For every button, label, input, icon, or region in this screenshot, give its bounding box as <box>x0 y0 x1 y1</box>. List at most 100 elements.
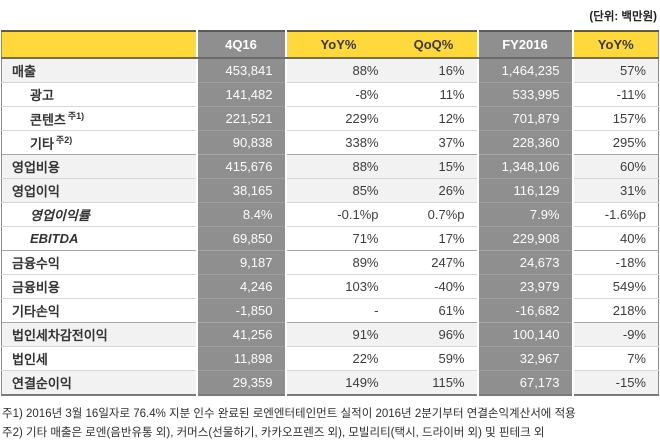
table-row: 매출 453,841 88% 16% 1,464,235 57% <box>1 58 659 83</box>
cell-fy-yoy: 31% <box>572 178 659 203</box>
cell-qoq: 96% <box>390 322 478 347</box>
cell-qoq: 0.7%p <box>390 202 478 227</box>
cell-fy2016: 533,995 <box>476 82 574 107</box>
table-row: 기타손익 -1,850 - 61% -16,682 218% <box>1 298 659 323</box>
cell-fy-yoy: -18% <box>572 250 659 275</box>
cell-4q16: 221,521 <box>195 106 287 131</box>
row-label: EBITDA <box>1 226 197 251</box>
table-row: 법인세차감전이익 41,256 91% 96% 100,140 -9% <box>1 322 659 347</box>
footnote-ref: 주2) <box>55 134 73 145</box>
cell-fy-yoy: 7% <box>572 346 659 371</box>
cell-fy2016: 1,464,235 <box>476 58 574 83</box>
cell-4q16: 11,898 <box>195 346 287 371</box>
cell-yoy: 71% <box>285 226 391 251</box>
cell-fy-yoy: 295% <box>572 130 659 155</box>
cell-yoy: 229% <box>285 106 391 131</box>
cell-fy-yoy: -15% <box>572 370 659 395</box>
financial-table: 4Q16 YoY% QoQ% FY2016 YoY% 매출 453,841 88… <box>1 30 659 396</box>
table-row: 기타 주2) 90,838 338% 37% 228,360 295% <box>1 130 659 155</box>
cell-fy2016: 23,979 <box>476 274 574 299</box>
cell-4q16: 9,187 <box>195 250 287 275</box>
cell-yoy: 88% <box>285 154 391 179</box>
cell-qoq: 11% <box>390 82 478 107</box>
cell-yoy: -0.1%p <box>285 202 391 227</box>
cell-fy-yoy: 549% <box>572 274 659 299</box>
cell-qoq: 26% <box>390 178 478 203</box>
cell-fy2016: 1,348,106 <box>476 154 574 179</box>
cell-fy2016: 24,673 <box>476 250 574 275</box>
cell-qoq: 16% <box>390 58 478 83</box>
footnote-2: 주2) 기타 매출은 로엔(음반유통 외), 커머스(선물하기, 카카오프렌즈 … <box>2 427 545 439</box>
cell-yoy: - <box>285 298 391 323</box>
cell-fy-yoy: 40% <box>572 226 659 251</box>
cell-yoy: 85% <box>285 178 391 203</box>
cell-qoq: 61% <box>390 298 478 323</box>
header-fy2016: FY2016 <box>476 31 574 59</box>
row-label: 금융비용 <box>1 274 197 299</box>
table-row: EBITDA 69,850 71% 17% 229,908 40% <box>1 226 659 251</box>
footnotes: 주1) 2016년 3월 16일자로 76.4% 지분 인수 완료된 로엔엔터테… <box>1 405 659 440</box>
row-label: 광고 <box>1 82 197 107</box>
cell-fy-yoy: -11% <box>572 82 659 107</box>
cell-4q16: 69,850 <box>195 226 287 251</box>
cell-4q16: 141,482 <box>195 82 287 107</box>
cell-fy-yoy: 60% <box>572 154 659 179</box>
cell-4q16: 453,841 <box>195 58 287 83</box>
row-label: 금융수익 <box>1 250 197 275</box>
cell-qoq: 37% <box>390 130 478 155</box>
cell-fy-yoy: 218% <box>572 298 659 323</box>
cell-qoq: 115% <box>390 370 478 395</box>
row-label: 영업비용 <box>1 154 197 179</box>
unit-label: (단위: 백만원) <box>589 11 657 23</box>
cell-qoq: 59% <box>390 346 478 371</box>
row-label: 영업이익률 <box>1 202 197 227</box>
cell-4q16: -1,850 <box>195 298 287 323</box>
row-label: 콘텐츠 주1) <box>1 106 197 131</box>
cell-fy2016: 116,129 <box>476 178 574 203</box>
table-row: 금융수익 9,187 89% 247% 24,673 -18% <box>1 250 659 275</box>
table-row: 광고 141,482 -8% 11% 533,995 -11% <box>1 82 659 107</box>
cell-yoy: 22% <box>285 346 391 371</box>
cell-4q16: 38,165 <box>195 178 287 203</box>
row-label: 매출 <box>1 58 197 83</box>
table-row: 콘텐츠 주1) 221,521 229% 12% 701,879 157% <box>1 106 659 131</box>
cell-4q16: 415,676 <box>195 154 287 179</box>
cell-yoy: 89% <box>285 250 391 275</box>
cell-fy-yoy: 57% <box>572 58 659 83</box>
cell-fy2016: 32,967 <box>476 346 574 371</box>
header-fy-yoy: YoY% <box>572 31 659 59</box>
cell-yoy: 103% <box>285 274 391 299</box>
cell-qoq: 15% <box>390 154 478 179</box>
header-blank <box>1 31 197 59</box>
cell-yoy: 338% <box>285 130 391 155</box>
table-row: 영업이익 38,165 85% 26% 116,129 31% <box>1 178 659 203</box>
header-yoy: YoY% <box>285 31 391 59</box>
cell-4q16: 4,246 <box>195 274 287 299</box>
row-label: 법인세차감전이익 <box>1 322 197 347</box>
cell-qoq: 17% <box>390 226 478 251</box>
cell-4q16: 29,359 <box>195 370 287 395</box>
header-4q16: 4Q16 <box>195 31 287 59</box>
cell-fy2016: 100,140 <box>476 322 574 347</box>
row-label: 기타손익 <box>1 298 197 323</box>
cell-4q16: 41,256 <box>195 322 287 347</box>
cell-fy-yoy: -1.6%p <box>572 202 659 227</box>
table-row: 법인세 11,898 22% 59% 32,967 7% <box>1 346 659 371</box>
cell-fy-yoy: -9% <box>572 322 659 347</box>
table-header-row: 4Q16 YoY% QoQ% FY2016 YoY% <box>1 31 659 59</box>
cell-4q16: 8.4% <box>195 202 287 227</box>
footnote-1: 주1) 2016년 3월 16일자로 76.4% 지분 인수 완료된 로엔엔터테… <box>2 408 576 420</box>
row-label: 연결순이익 <box>1 370 197 395</box>
row-label: 법인세 <box>1 346 197 371</box>
cell-fy2016: 67,173 <box>476 370 574 395</box>
cell-fy-yoy: 157% <box>572 106 659 131</box>
row-label: 기타 주2) <box>1 130 197 155</box>
row-label: 영업이익 <box>1 178 197 203</box>
table-row: 영업이익률 8.4% -0.1%p 0.7%p 7.9% -1.6%p <box>1 202 659 227</box>
table-row: 영업비용 415,676 88% 15% 1,348,106 60% <box>1 154 659 179</box>
cell-fy2016: 701,879 <box>476 106 574 131</box>
cell-yoy: 91% <box>285 322 391 347</box>
cell-yoy: 149% <box>285 370 391 395</box>
cell-fy2016: 228,360 <box>476 130 574 155</box>
